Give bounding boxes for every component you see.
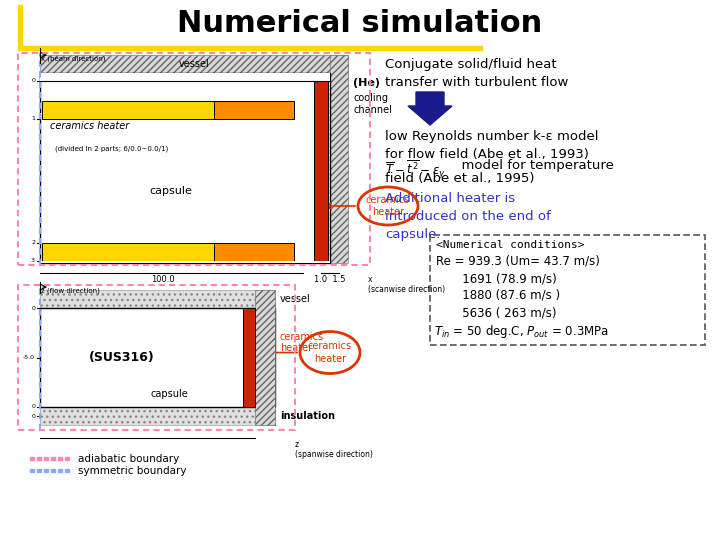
Polygon shape: [408, 92, 452, 125]
Text: 2: 2: [31, 240, 35, 246]
Text: low Reynolds number k-ε model
for flow field (Abe et al., 1993): low Reynolds number k-ε model for flow f…: [385, 130, 598, 161]
Bar: [30, 469, 34, 472]
Text: Numerical simulation: Numerical simulation: [177, 10, 543, 38]
Text: vessel: vessel: [280, 294, 311, 304]
Bar: [214, 101, 294, 119]
Bar: [58, 469, 62, 472]
Text: 5636 ( 263 m/s): 5636 ( 263 m/s): [436, 306, 557, 319]
Text: <Numerical conditions>: <Numerical conditions>: [436, 240, 585, 250]
Text: 0: 0: [31, 306, 35, 310]
Text: $\overline{T} - \overline{t^2} - \varepsilon_\gamma$: $\overline{T} - \overline{t^2} - \vareps…: [385, 159, 446, 181]
Bar: [37, 457, 41, 460]
Text: ceramics
heater: ceramics heater: [308, 341, 352, 364]
Text: 100.0: 100.0: [151, 275, 175, 284]
Text: Re = 939.3 (Um= 43.7 m/s): Re = 939.3 (Um= 43.7 m/s): [436, 255, 600, 268]
Bar: [40, 73, 330, 81]
Bar: [255, 290, 275, 425]
Bar: [65, 469, 69, 472]
Text: Additional heater is
introduced on the end of
capsule.: Additional heater is introduced on the e…: [385, 192, 551, 241]
Bar: [40, 55, 348, 73]
Bar: [330, 55, 348, 263]
Text: $T_{in}$ = 50 deg.C, $P_{out}$ = 0.3MPa: $T_{in}$ = 50 deg.C, $P_{out}$ = 0.3MPa: [434, 323, 609, 340]
Bar: [51, 457, 55, 460]
Bar: [37, 469, 41, 472]
Text: 1880 (87.6 m/s ): 1880 (87.6 m/s ): [436, 289, 560, 302]
Bar: [44, 457, 48, 460]
Bar: [40, 308, 275, 407]
Text: x (beam direction): x (beam direction): [41, 55, 106, 62]
Text: z (flow direction): z (flow direction): [41, 287, 100, 294]
Bar: [42, 243, 214, 261]
Bar: [18, 5, 22, 50]
Bar: [22, 46, 482, 50]
Text: -5.0: -5.0: [23, 355, 35, 360]
Bar: [40, 73, 330, 263]
Text: (He): (He): [353, 78, 380, 88]
Bar: [18, 285, 295, 430]
Text: (divided in 2 parts; 6/0.0~0.0/1): (divided in 2 parts; 6/0.0~0.0/1): [55, 146, 168, 152]
Bar: [40, 290, 275, 308]
Text: symmetric boundary: symmetric boundary: [78, 465, 186, 476]
Text: vessel: vessel: [179, 59, 210, 69]
Bar: [51, 469, 55, 472]
Text: 1.0  1.5: 1.0 1.5: [314, 275, 346, 284]
Text: ceramics
heater: ceramics heater: [366, 195, 410, 217]
Text: capsule: capsule: [149, 186, 192, 196]
Text: insulation: insulation: [280, 411, 335, 421]
Bar: [30, 457, 34, 460]
Text: x
(scanwise direction): x (scanwise direction): [368, 275, 445, 294]
Text: (SUS316): (SUS316): [89, 351, 155, 364]
Text: ceramics heater: ceramics heater: [50, 121, 130, 131]
Bar: [314, 73, 328, 263]
Bar: [44, 469, 48, 472]
Text: ceramics
heater: ceramics heater: [280, 332, 324, 354]
Text: 0: 0: [31, 414, 35, 418]
Bar: [40, 261, 330, 263]
Bar: [430, 235, 705, 345]
Text: field (Abe et al., 1995): field (Abe et al., 1995): [385, 172, 534, 185]
Text: 1: 1: [31, 117, 35, 122]
Text: model for temperature: model for temperature: [453, 159, 614, 172]
Text: adiabatic boundary: adiabatic boundary: [78, 454, 179, 463]
Text: cooling
channel: cooling channel: [353, 93, 392, 116]
Text: 0: 0: [31, 404, 35, 409]
Bar: [40, 407, 275, 425]
Bar: [243, 308, 255, 407]
Text: 3: 3: [31, 259, 35, 264]
Bar: [40, 73, 330, 81]
Bar: [18, 53, 370, 265]
Text: capsule: capsule: [150, 389, 188, 399]
Bar: [42, 101, 214, 119]
Text: 0: 0: [31, 78, 35, 84]
Text: z
(spanwise direction): z (spanwise direction): [295, 440, 373, 460]
Bar: [65, 457, 69, 460]
Text: Conjugate solid/fluid heat
transfer with turbulent flow: Conjugate solid/fluid heat transfer with…: [385, 58, 568, 89]
Bar: [214, 243, 294, 261]
Bar: [58, 457, 62, 460]
Text: 1691 (78.9 m/s): 1691 (78.9 m/s): [436, 272, 557, 285]
